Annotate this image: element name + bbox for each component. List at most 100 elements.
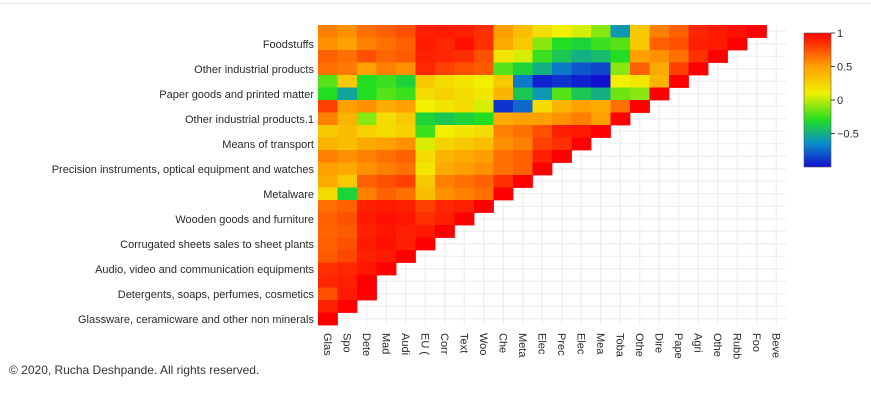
- heatmap-cell[interactable]: [727, 37, 748, 51]
- heatmap-cell[interactable]: [669, 62, 689, 76]
- heatmap-cell[interactable]: [688, 50, 709, 63]
- heatmap-cell[interactable]: [396, 212, 416, 226]
- heatmap-cell[interactable]: [532, 25, 553, 38]
- heatmap-cell[interactable]: [454, 87, 475, 101]
- heatmap-cell[interactable]: [337, 112, 358, 126]
- heatmap-cell[interactable]: [435, 225, 455, 238]
- heatmap-cell[interactable]: [376, 112, 397, 126]
- heatmap-cell[interactable]: [435, 62, 455, 76]
- heatmap-cell[interactable]: [376, 150, 397, 163]
- heatmap-cell[interactable]: [318, 137, 338, 151]
- heatmap-cell[interactable]: [513, 112, 533, 126]
- heatmap-cell[interactable]: [493, 37, 514, 51]
- heatmap-cell[interactable]: [474, 150, 494, 163]
- heatmap-cell[interactable]: [337, 37, 358, 51]
- heatmap-cell[interactable]: [318, 187, 338, 201]
- heatmap-cell[interactable]: [552, 37, 572, 51]
- heatmap-cell[interactable]: [376, 37, 397, 51]
- heatmap-cell[interactable]: [454, 75, 475, 88]
- heatmap-cell[interactable]: [552, 62, 572, 76]
- heatmap-cell[interactable]: [630, 25, 650, 38]
- heatmap-cell[interactable]: [357, 237, 377, 251]
- heatmap-cell[interactable]: [357, 225, 377, 238]
- heatmap-cell[interactable]: [649, 25, 670, 38]
- heatmap-cell[interactable]: [337, 125, 358, 138]
- heatmap-cell[interactable]: [357, 212, 377, 226]
- heatmap-cell[interactable]: [318, 112, 338, 126]
- heatmap-cell[interactable]: [493, 187, 514, 201]
- heatmap-cell[interactable]: [357, 125, 377, 138]
- heatmap-cell[interactable]: [513, 137, 533, 151]
- heatmap-cell[interactable]: [571, 25, 592, 38]
- heatmap-cell[interactable]: [454, 150, 475, 163]
- heatmap-cell[interactable]: [415, 137, 436, 151]
- heatmap-cell[interactable]: [454, 25, 475, 38]
- heatmap-cell[interactable]: [708, 50, 728, 63]
- heatmap-cell[interactable]: [376, 100, 397, 113]
- heatmap-cell[interactable]: [396, 125, 416, 138]
- heatmap-cell[interactable]: [337, 262, 358, 276]
- heatmap-cell[interactable]: [474, 37, 494, 51]
- heatmap-cell[interactable]: [396, 237, 416, 251]
- heatmap-cell[interactable]: [357, 187, 377, 201]
- heatmap-cell[interactable]: [493, 87, 514, 101]
- heatmap-cell[interactable]: [415, 25, 436, 38]
- heatmap-cell[interactable]: [337, 275, 358, 288]
- heatmap-cell[interactable]: [357, 87, 377, 101]
- heatmap-cell[interactable]: [435, 187, 455, 201]
- heatmap-cell[interactable]: [630, 50, 650, 63]
- heatmap-cell[interactable]: [435, 200, 455, 213]
- heatmap-cell[interactable]: [454, 100, 475, 113]
- heatmap-cell[interactable]: [376, 162, 397, 176]
- heatmap-cell[interactable]: [454, 50, 475, 63]
- heatmap-cell[interactable]: [474, 162, 494, 176]
- heatmap-cell[interactable]: [396, 37, 416, 51]
- heatmap-cell[interactable]: [318, 87, 338, 101]
- heatmap-cell[interactable]: [318, 162, 338, 176]
- heatmap-cell[interactable]: [318, 300, 338, 313]
- heatmap-cell[interactable]: [318, 125, 338, 138]
- heatmap-cell[interactable]: [435, 162, 455, 176]
- heatmap-cell[interactable]: [337, 300, 358, 313]
- heatmap-cell[interactable]: [376, 137, 397, 151]
- heatmap-cell[interactable]: [337, 200, 358, 213]
- heatmap-cell[interactable]: [688, 37, 709, 51]
- heatmap-cell[interactable]: [649, 62, 670, 76]
- heatmap-cell[interactable]: [376, 62, 397, 76]
- heatmap-cell[interactable]: [318, 100, 338, 113]
- heatmap-cell[interactable]: [591, 62, 611, 76]
- heatmap-cell[interactable]: [435, 50, 455, 63]
- heatmap-cell[interactable]: [669, 37, 689, 51]
- heatmap-cell[interactable]: [396, 75, 416, 88]
- heatmap-cell[interactable]: [513, 75, 533, 88]
- heatmap-cell[interactable]: [357, 25, 377, 38]
- heatmap-cell[interactable]: [552, 100, 572, 113]
- heatmap-cell[interactable]: [357, 200, 377, 213]
- heatmap-cell[interactable]: [513, 37, 533, 51]
- heatmap-cell[interactable]: [532, 112, 553, 126]
- heatmap-cell[interactable]: [493, 112, 514, 126]
- heatmap-cell[interactable]: [493, 125, 514, 138]
- heatmap-cell[interactable]: [376, 225, 397, 238]
- heatmap-cell[interactable]: [591, 87, 611, 101]
- heatmap-cell[interactable]: [571, 125, 592, 138]
- heatmap-cell[interactable]: [435, 175, 455, 188]
- heatmap-cell[interactable]: [571, 75, 592, 88]
- heatmap-cell[interactable]: [571, 137, 592, 151]
- heatmap-cell[interactable]: [435, 125, 455, 138]
- heatmap-cell[interactable]: [357, 262, 377, 276]
- heatmap-cell[interactable]: [669, 25, 689, 38]
- heatmap-cell[interactable]: [376, 200, 397, 213]
- heatmap-cell[interactable]: [318, 237, 338, 251]
- heatmap-cell[interactable]: [415, 237, 436, 251]
- heatmap-cell[interactable]: [357, 150, 377, 163]
- heatmap-cell[interactable]: [552, 50, 572, 63]
- heatmap-cell[interactable]: [630, 87, 650, 101]
- heatmap-cell[interactable]: [396, 100, 416, 113]
- heatmap-cell[interactable]: [552, 125, 572, 138]
- heatmap-cell[interactable]: [357, 175, 377, 188]
- heatmap-cell[interactable]: [318, 62, 338, 76]
- heatmap-cell[interactable]: [337, 137, 358, 151]
- heatmap-cell[interactable]: [708, 37, 728, 51]
